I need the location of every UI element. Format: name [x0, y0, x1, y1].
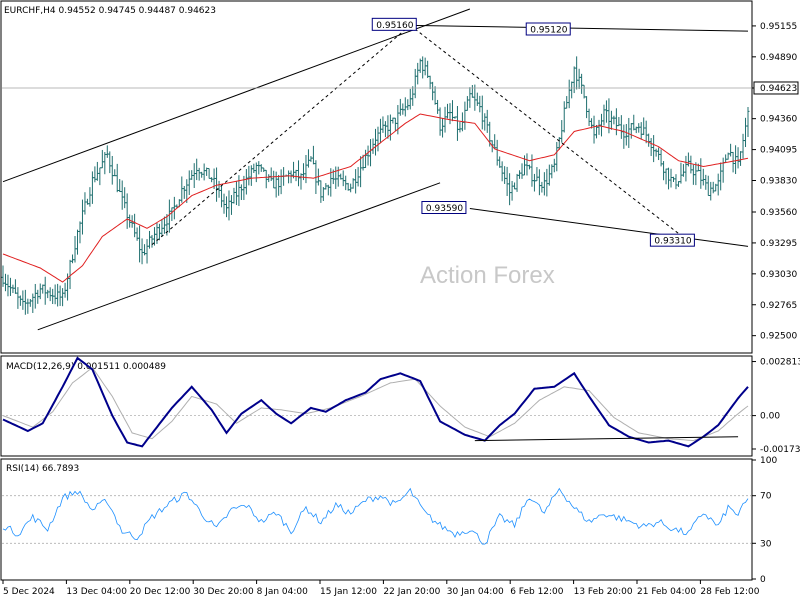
price-axis-label: 0.93560: [760, 208, 797, 218]
macd-panel-frame: [0, 355, 753, 457]
time-axis-label: 20 Dec 12:00: [130, 587, 191, 597]
rsi-panel-title: RSI(14) 66.7893: [6, 464, 79, 474]
rsi-plot: [2, 487, 751, 545]
macd-axis-label: -0.001737: [760, 445, 800, 455]
price-axis-label: 0.94890: [760, 53, 797, 63]
macd-axis-label: 0.00: [760, 412, 780, 422]
price-axis-label: 0.92500: [760, 332, 797, 342]
macd-line: [2, 356, 749, 448]
time-axis-label: 30 Dec 20:00: [193, 587, 254, 597]
trendline-dashed-rise: [151, 24, 411, 246]
macd-axis-label: 0.002813: [760, 358, 800, 368]
time-axis-label: 28 Feb 12:00: [700, 587, 759, 597]
time-axis-label: 8 Jan 04:00: [257, 587, 309, 597]
price-annotation-box: [371, 17, 417, 31]
price-panel-title: EURCHF,H4 0.94552 0.94745 0.94487 0.9462…: [4, 6, 216, 16]
time-axis-label: 5 Dec 2024: [3, 587, 55, 597]
trendline-channel-lower: [37, 182, 441, 331]
price-annotation-label: 0.95120: [530, 26, 567, 36]
moving-average-line: [2, 113, 749, 283]
rsi-axis-label: 30: [760, 539, 772, 549]
price-axis-label: 0.94095: [760, 146, 797, 156]
price-annotation-label: 0.93310: [654, 237, 691, 247]
watermark-text: Action Forex: [420, 262, 555, 289]
time-axis-label: 13 Dec 04:00: [66, 587, 127, 597]
price-annotation-label: 0.95160: [376, 21, 413, 31]
rsi-line: [2, 487, 749, 545]
trendline-support: [469, 208, 749, 247]
price-panel-frame: [0, 0, 753, 354]
trendline-resistance: [410, 24, 749, 32]
price-axis-label: 0.93295: [760, 239, 797, 249]
trendline-dashed-fall: [409, 24, 689, 242]
time-axis-label: 15 Jan 12:00: [320, 587, 377, 597]
price-plot: 0.95160 0.95120 0.93590 0.93310: [1, 8, 751, 331]
macd-divergence-line: [474, 436, 739, 442]
rsi-panel-frame: [0, 458, 753, 581]
rsi-axis-label: 0: [760, 575, 766, 585]
time-axis-label: 21 Feb 04:00: [637, 587, 696, 597]
macd-signal-line: [2, 366, 749, 442]
macd-panel-title: MACD(12,26,9) 0.001511 0.000489: [6, 362, 166, 372]
price-annotation-box: [649, 233, 695, 247]
rsi-axis-label: 100: [760, 456, 777, 466]
macd-plot: [2, 356, 751, 448]
price-axis-label: 0.94623: [760, 84, 797, 94]
time-axis-label: 22 Jan 20:00: [383, 587, 440, 597]
trendline-channel-upper: [2, 8, 471, 183]
time-axis-label: 6 Feb 12:00: [510, 587, 564, 597]
price-annotation-box: [525, 22, 571, 36]
price-annotation-label: 0.93590: [426, 204, 463, 214]
price-axis-label: 0.93830: [760, 177, 797, 187]
price-axis-label: 0.93030: [760, 270, 797, 280]
price-annotation-box: [421, 201, 467, 214]
current-price-box: [753, 81, 799, 95]
time-axis-label: 30 Jan 04:00: [447, 587, 504, 597]
price-axis-label: 0.94360: [760, 115, 797, 125]
axes: 0.95155 0.94890 0.94623 0.94360 0.94095 0.938…: [2, 22, 800, 597]
price-axis-label: 0.92765: [760, 301, 797, 311]
time-axis-label: 13 Feb 20:00: [574, 587, 633, 597]
rsi-axis-label: 70: [760, 492, 772, 502]
price-axis-label: 0.95155: [760, 22, 797, 32]
